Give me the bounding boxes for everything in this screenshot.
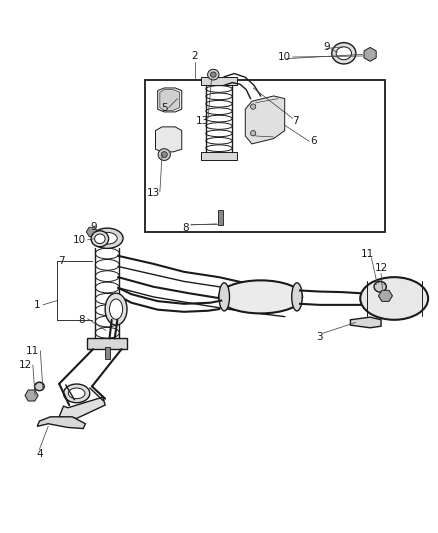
Text: 9: 9 (91, 222, 98, 231)
Ellipse shape (360, 277, 428, 320)
Text: 13: 13 (147, 188, 160, 198)
Text: 4: 4 (36, 449, 43, 459)
Ellipse shape (105, 293, 127, 325)
Text: 11: 11 (361, 249, 374, 259)
Text: 2: 2 (191, 51, 198, 61)
Ellipse shape (374, 281, 386, 292)
Text: 9: 9 (323, 42, 330, 52)
Text: 6: 6 (310, 136, 317, 146)
Ellipse shape (292, 283, 302, 311)
Ellipse shape (110, 299, 123, 319)
Polygon shape (364, 47, 376, 61)
Ellipse shape (251, 131, 256, 136)
Polygon shape (350, 317, 381, 328)
Text: 11: 11 (26, 346, 39, 356)
Ellipse shape (158, 149, 170, 160)
Polygon shape (160, 90, 180, 110)
Bar (105, 347, 110, 359)
Ellipse shape (35, 382, 44, 391)
Ellipse shape (68, 388, 85, 399)
Polygon shape (25, 390, 38, 401)
Bar (87, 338, 127, 349)
Polygon shape (59, 397, 105, 418)
Polygon shape (86, 227, 98, 237)
Ellipse shape (97, 232, 117, 244)
Polygon shape (378, 290, 392, 301)
Ellipse shape (208, 69, 219, 80)
Ellipse shape (161, 152, 167, 158)
Ellipse shape (95, 234, 105, 244)
Text: 7: 7 (58, 256, 65, 266)
Ellipse shape (91, 231, 109, 247)
Ellipse shape (251, 104, 256, 109)
Text: 10: 10 (73, 235, 86, 245)
Polygon shape (37, 417, 85, 429)
Text: 13: 13 (196, 116, 209, 126)
Ellipse shape (219, 283, 230, 311)
Polygon shape (158, 88, 182, 112)
Bar (218, 210, 223, 225)
Text: 12: 12 (374, 263, 388, 273)
Text: 8: 8 (182, 223, 189, 232)
Text: 1: 1 (34, 300, 41, 310)
Ellipse shape (219, 280, 302, 313)
Polygon shape (245, 96, 285, 144)
Bar (145, 80, 385, 232)
Text: 3: 3 (316, 332, 323, 342)
Bar (201, 77, 237, 85)
Ellipse shape (92, 228, 123, 248)
Bar (201, 152, 237, 160)
Ellipse shape (336, 47, 352, 60)
Polygon shape (155, 127, 182, 152)
Text: 12: 12 (19, 360, 32, 370)
Text: 5: 5 (161, 103, 168, 112)
Text: 10: 10 (278, 52, 291, 62)
Ellipse shape (332, 43, 356, 64)
Ellipse shape (64, 384, 90, 403)
Text: 7: 7 (292, 116, 299, 126)
Text: 8: 8 (78, 315, 85, 325)
Ellipse shape (210, 72, 216, 77)
